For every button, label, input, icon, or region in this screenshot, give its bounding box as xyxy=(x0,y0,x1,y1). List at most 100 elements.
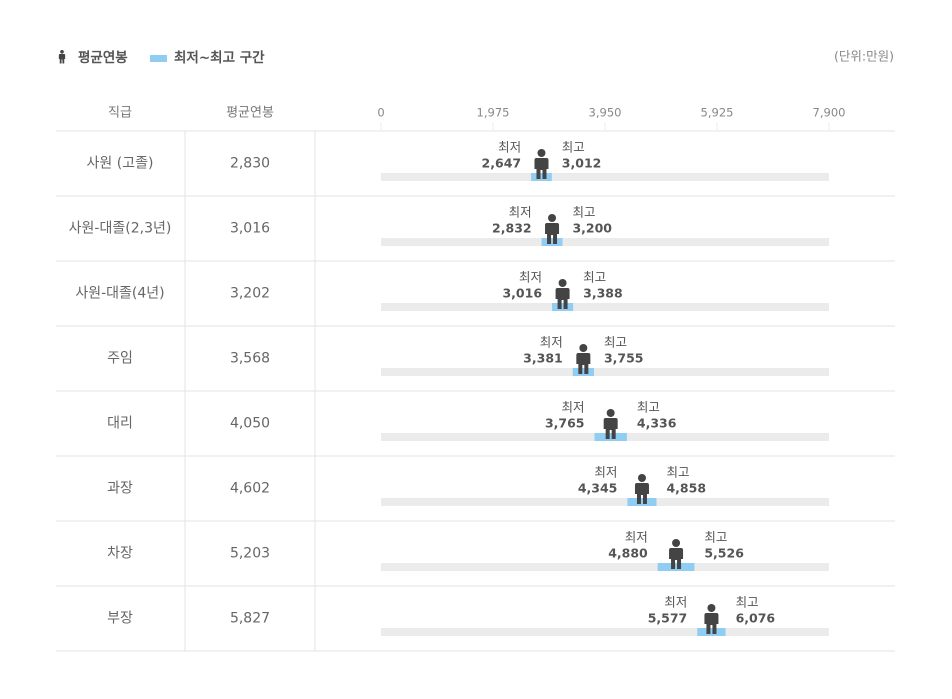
range-bar xyxy=(594,433,627,441)
column-header: 직급 xyxy=(108,106,132,121)
person-body xyxy=(669,548,684,569)
average-marker xyxy=(603,409,618,439)
person-head xyxy=(672,539,681,547)
min-label: 최저 xyxy=(664,595,687,610)
range-bar xyxy=(552,303,574,311)
min-label: 최저 xyxy=(519,270,542,285)
person-body xyxy=(534,158,549,179)
min-value: 3,381 xyxy=(523,351,563,366)
min-value: 3,765 xyxy=(545,416,585,431)
person-head xyxy=(579,344,588,352)
max-label: 최고 xyxy=(583,270,606,285)
min-label: 최저 xyxy=(561,400,584,415)
track xyxy=(381,173,829,181)
person-body xyxy=(634,483,649,504)
track xyxy=(381,498,829,506)
min-value: 2,647 xyxy=(482,156,522,171)
max-label: 최고 xyxy=(736,595,759,610)
average-marker xyxy=(634,474,649,504)
average-marker xyxy=(704,604,719,634)
min-label: 최저 xyxy=(498,140,521,155)
person-body xyxy=(555,288,570,309)
legend-swatch xyxy=(150,55,167,62)
person-head xyxy=(558,279,567,287)
max-label: 최고 xyxy=(572,205,595,220)
range-bar xyxy=(627,498,657,506)
max-value: 3,200 xyxy=(572,221,612,236)
average-value: 3,016 xyxy=(230,221,270,237)
average-marker xyxy=(669,539,684,569)
category-label: 사원 (고졸) xyxy=(87,156,154,172)
max-value: 3,012 xyxy=(562,156,602,171)
average-value: 2,830 xyxy=(230,156,270,172)
max-label: 최고 xyxy=(666,465,689,480)
max-value: 4,336 xyxy=(637,416,677,431)
range-bar xyxy=(572,368,594,376)
person-head xyxy=(60,50,64,54)
column-header: 평균연봉 xyxy=(226,106,274,121)
person-head xyxy=(537,149,546,157)
track xyxy=(381,303,829,311)
person-head xyxy=(606,409,615,417)
legend-icon xyxy=(58,50,66,64)
max-label: 최고 xyxy=(704,530,727,545)
category-label: 대리 xyxy=(107,416,133,432)
min-value: 4,880 xyxy=(608,546,648,561)
max-label: 최고 xyxy=(637,400,660,415)
category-label: 사원-대졸(4년) xyxy=(75,286,164,302)
min-value: 5,577 xyxy=(648,611,688,626)
x-tick-label: 7,900 xyxy=(813,106,846,120)
min-value: 4,345 xyxy=(578,481,618,496)
person-body xyxy=(576,353,591,374)
person-body xyxy=(58,54,66,64)
average-value: 3,202 xyxy=(230,286,270,302)
max-value: 3,755 xyxy=(604,351,644,366)
max-label: 최고 xyxy=(604,335,627,350)
min-value: 2,832 xyxy=(492,221,532,236)
max-label: 최고 xyxy=(562,140,585,155)
x-tick-label: 1,975 xyxy=(477,106,510,120)
legend-range: 최저~최고 구간 xyxy=(174,49,265,66)
category-label: 차장 xyxy=(107,546,133,562)
legend-average: 평균연봉 xyxy=(78,49,128,66)
unit-label: (단위:만원) xyxy=(834,49,894,64)
x-tick-label: 0 xyxy=(377,106,384,120)
average-value: 4,050 xyxy=(230,416,270,432)
average-value: 4,602 xyxy=(230,481,270,497)
category-label: 과장 xyxy=(107,481,133,497)
max-value: 3,388 xyxy=(583,286,623,301)
range-bar xyxy=(657,563,695,571)
min-label: 최저 xyxy=(594,465,617,480)
average-marker xyxy=(576,344,591,374)
range-bar xyxy=(697,628,726,636)
category-label: 부장 xyxy=(107,611,133,627)
min-label: 최저 xyxy=(540,335,563,350)
track xyxy=(381,628,829,636)
range-bar xyxy=(541,238,563,246)
person-head xyxy=(548,214,557,222)
min-label: 최저 xyxy=(509,205,532,220)
max-value: 6,076 xyxy=(736,611,776,626)
person-head xyxy=(707,604,716,612)
average-value: 5,827 xyxy=(230,611,270,627)
average-value: 5,203 xyxy=(230,546,270,562)
person-body xyxy=(545,223,560,244)
person-body xyxy=(603,418,618,439)
person-body xyxy=(704,613,719,634)
average-value: 3,568 xyxy=(230,351,270,367)
average-marker xyxy=(545,214,560,244)
category-label: 주임 xyxy=(107,351,133,367)
average-marker xyxy=(534,149,549,179)
range-bar xyxy=(531,173,552,181)
person-head xyxy=(637,474,646,482)
track xyxy=(381,563,829,571)
track xyxy=(381,238,829,246)
min-label: 최저 xyxy=(625,530,648,545)
category-label: 사원-대졸(2,3년) xyxy=(69,221,172,237)
max-value: 4,858 xyxy=(666,481,706,496)
average-marker xyxy=(555,279,570,309)
x-tick-label: 3,950 xyxy=(589,106,622,120)
min-value: 3,016 xyxy=(502,286,542,301)
x-tick-label: 5,925 xyxy=(701,106,734,120)
